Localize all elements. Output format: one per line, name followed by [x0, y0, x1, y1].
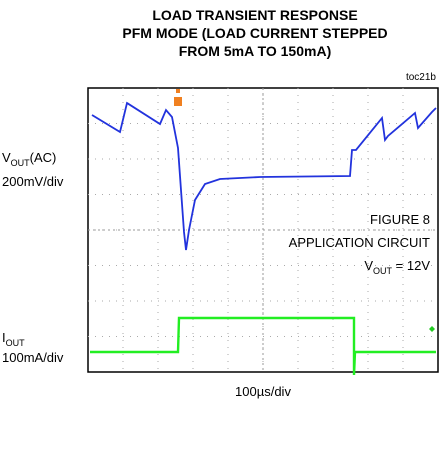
marker	[429, 326, 435, 332]
label-sub: OUT	[373, 266, 393, 276]
label-main: V	[364, 258, 373, 273]
scope-screen	[87, 87, 439, 376]
x-scale: 100µs/div	[235, 384, 291, 399]
annotation: FIGURE 8	[370, 212, 430, 227]
label-rest: = 12V	[392, 258, 430, 273]
trigger-marker	[176, 89, 180, 93]
title-line: PFM MODE (LOAD CURRENT STEPPED	[122, 25, 387, 41]
iout-trace	[90, 316, 436, 376]
title-line: LOAD TRANSIENT RESPONSE	[152, 7, 357, 23]
ch2-scale: 100mA/div	[2, 350, 64, 365]
label-main: V	[2, 150, 11, 165]
figure-code: toc21b	[406, 72, 436, 83]
trigger-marker	[174, 97, 182, 106]
label-main: I	[2, 330, 6, 345]
label-sub: OUT	[6, 338, 26, 348]
ch1-label: VOUT(AC)	[2, 150, 56, 168]
ch1-scale: 200mV/div	[2, 174, 64, 189]
vout-trace	[91, 101, 437, 251]
ch2-label: IOUT	[2, 330, 25, 348]
title-line: FROM 5mA TO 150mA)	[179, 43, 331, 59]
label-suffix: (AC)	[30, 150, 57, 165]
label-sub: OUT	[11, 158, 31, 168]
annotation: VOUT = 12V	[364, 258, 430, 276]
annotation: APPLICATION CIRCUIT	[289, 235, 430, 250]
